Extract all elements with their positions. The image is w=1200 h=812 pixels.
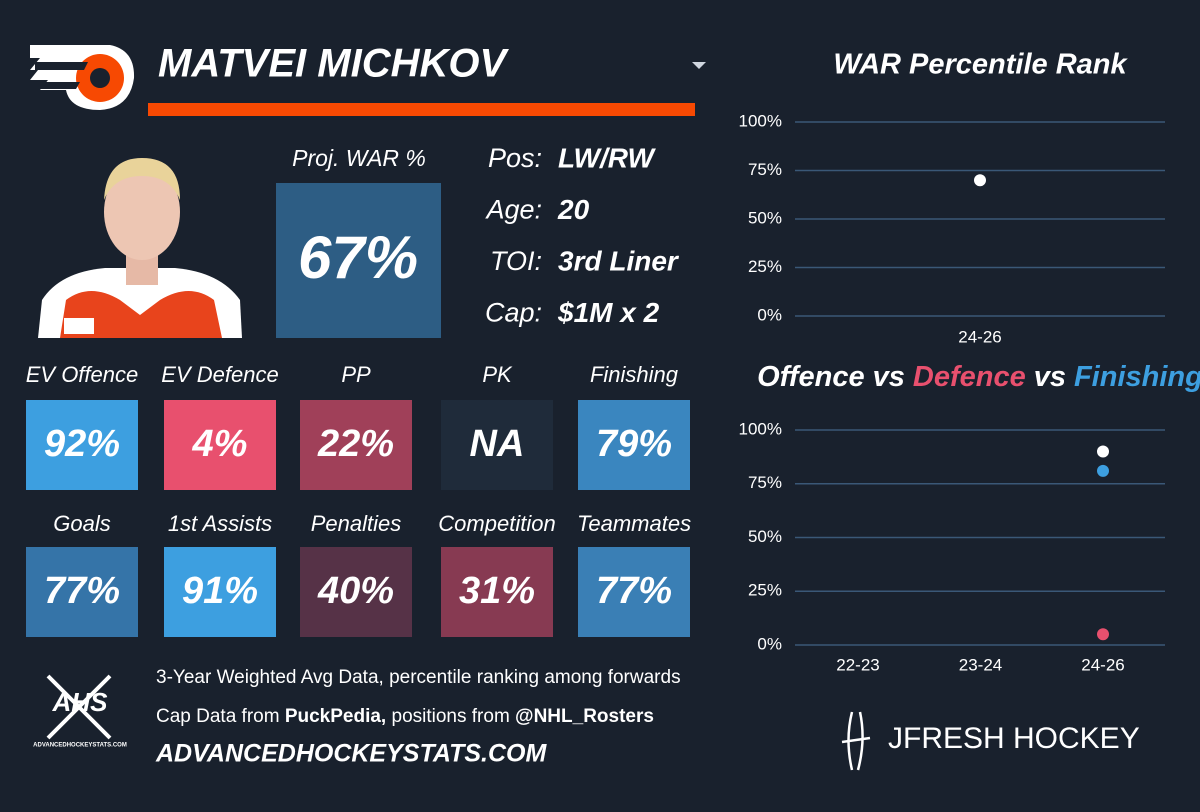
tile-label: Finishing [590,362,679,387]
point [1097,628,1109,641]
chart-title: WAR Percentile Rank [833,49,1128,81]
footer-line: Cap Data from PuckPedia, positions from … [156,706,654,727]
tile [578,400,690,490]
footer-site: ADVANCEDHOCKEYSTATS.COM [155,740,547,768]
tile-label: EV Defence [161,362,278,387]
footer-text: positions from [386,706,515,727]
proj-war-label: Proj. WAR % [292,145,426,171]
brand: JFRESH HOCKEY [888,722,1140,755]
point [1097,445,1109,458]
charts: 0% 25% 50% 75% 100% 24-26 WAR Percentile Rank 0… [739,49,1200,675]
tile [164,400,276,490]
info-label: Pos: [488,143,542,173]
proj-war-value: 67% [298,224,418,291]
tile-label: 1st Assists [168,511,272,536]
accent-bar [148,103,695,116]
player-photo [38,158,242,338]
title-series: Finishing [1074,361,1200,393]
y-tick-label: 75% [748,160,782,179]
tile-value: 22% [317,423,394,465]
tile-label: Penalties [311,511,402,536]
tile [300,547,412,637]
point [1097,464,1109,477]
info-value: 3rd Liner [558,245,680,276]
x-tick-label: 23-24 [959,655,1002,674]
tile-label: PP [341,362,371,387]
info-label: Cap: [485,298,542,328]
tile-value: 4% [192,423,248,465]
y-tick-label: 50% [748,208,782,227]
tile [441,400,553,490]
x-tick-label: 22-23 [836,655,879,674]
dropdown-arrow[interactable] [692,62,706,69]
info-label: Age: [484,195,542,225]
tile [26,400,138,490]
title-series: Offence [757,361,864,393]
player-name: MATVEI MICHKOV [158,42,509,86]
footer-source: PuckPedia, [285,706,386,727]
y-tick-label: 50% [748,527,782,546]
title-series: Defence [913,361,1026,393]
info-value: $1M x 2 [557,297,660,328]
tile-label: Goals [53,511,110,536]
x-tick-label: 24-26 [1081,655,1124,674]
tile [441,547,553,637]
tile-value: 79% [596,423,672,465]
ahs-logo: AHS ADVANCEDHOCKEYSTATS.COM [33,674,127,749]
y-tick-label: 25% [748,581,782,600]
y-tick-label: 0% [757,305,782,324]
tiles: EV Offence 92% EV Defence 4% PP 22% PK NA Finish… [26,362,691,637]
tile-label: PK [482,362,513,387]
y-tick-label: 0% [757,634,782,653]
tile-value: 77% [596,570,672,612]
tile-value: NA [470,423,525,465]
chart-title: Offence vs Defence vs Finishing [757,361,1200,393]
y-tick-label: 100% [739,419,782,438]
tile-value: 91% [182,570,258,612]
team-logo [30,45,135,110]
x-tick-label: 24-26 [958,327,1001,346]
ahs-logo-caption: ADVANCEDHOCKEYSTATS.COM [33,743,127,749]
tile-value: 92% [44,423,120,465]
info-value: 20 [557,194,590,225]
footer-line: 3-Year Weighted Avg Data, percentile ran… [156,667,681,688]
proj-war-tile [276,183,441,338]
tile-value: 77% [44,570,120,612]
tile-label: EV Offence [26,362,139,387]
info-label: TOI: [490,246,542,276]
tile [578,547,690,637]
y-tick-label: 25% [748,257,782,276]
footer-source: @NHL_Rosters [515,706,654,727]
tile-value: 40% [317,570,394,612]
jfresh-logo: JFRESH HOCKEY [841,711,1140,771]
tile-label: Competition [438,511,555,536]
footer-text: Cap Data from [156,706,285,727]
title-joiner: vs [873,361,905,393]
ahs-logo-text: AHS [52,687,109,717]
tile-value: 31% [459,570,535,612]
tile [26,547,138,637]
tile [300,400,412,490]
info-value: LW/RW [558,142,656,173]
info: Pos: LW/RW Age: 20 TOI: 3rd Liner Cap: $1M x 2 [484,142,679,328]
y-tick-label: 100% [739,111,782,130]
y-tick-label: 75% [748,473,782,492]
tile [164,547,276,637]
tile-label: Teammates [577,511,691,536]
point [974,174,986,187]
title-joiner: vs [1034,361,1066,393]
